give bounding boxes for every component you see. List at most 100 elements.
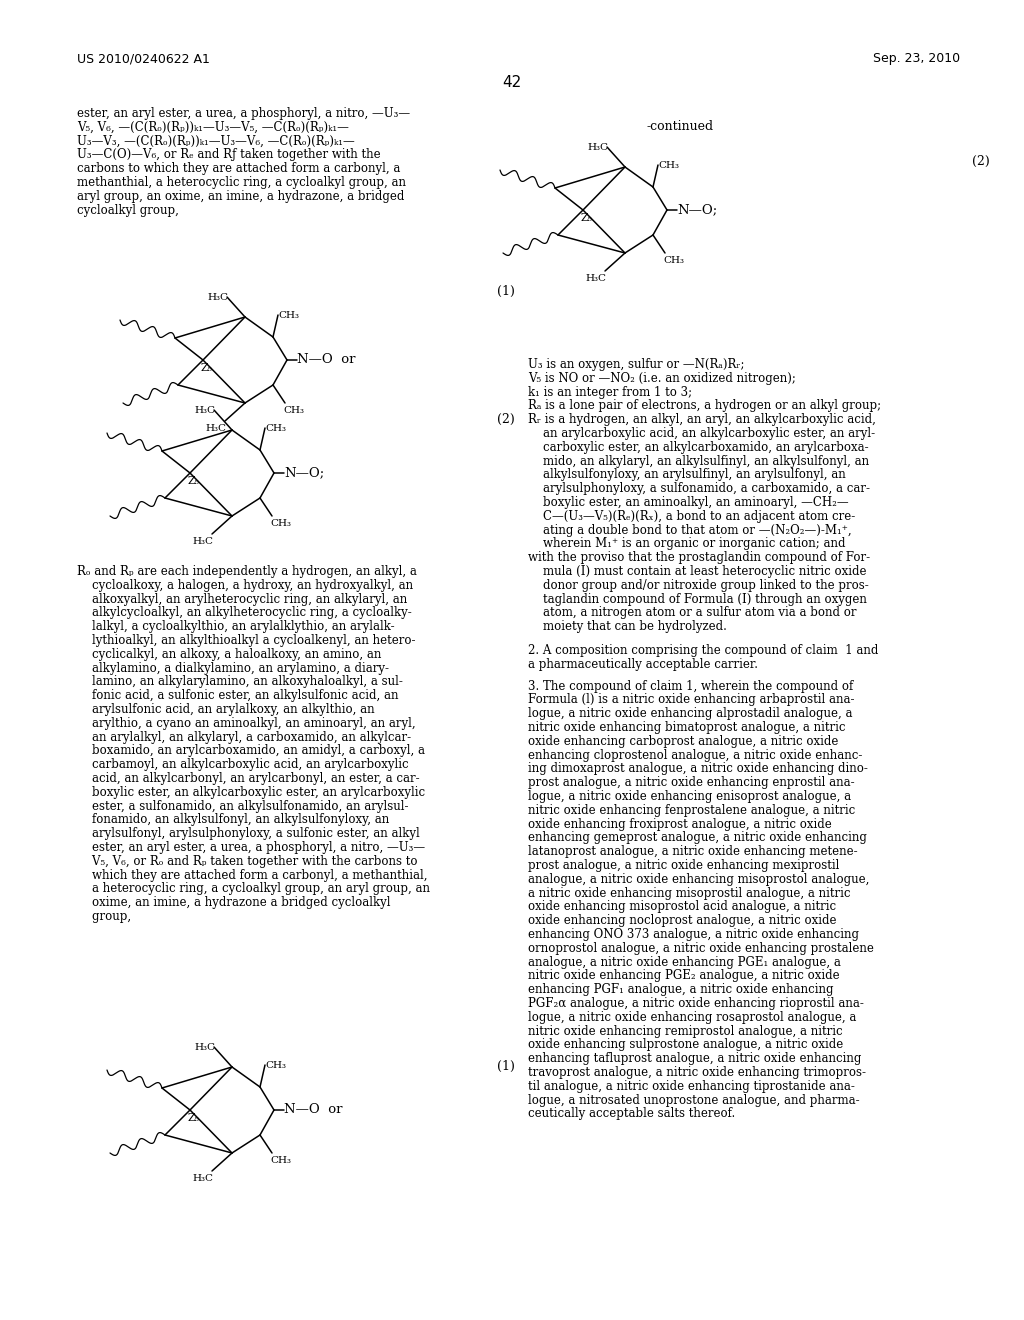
Text: CH₃: CH₃ [270, 1156, 291, 1166]
Text: a pharmaceutically acceptable carrier.: a pharmaceutically acceptable carrier. [528, 657, 758, 671]
Text: ester, an aryl ester, a urea, a phosphoryl, a nitro, —U₃—: ester, an aryl ester, a urea, a phosphor… [77, 841, 425, 854]
Text: mula (I) must contain at least heterocyclic nitric oxide: mula (I) must contain at least heterocyc… [528, 565, 866, 578]
Text: Z₅: Z₅ [201, 363, 213, 374]
Text: ester, an aryl ester, a urea, a phosphoryl, a nitro, —U₃—: ester, an aryl ester, a urea, a phosphor… [77, 107, 411, 120]
Text: -continued: -continued [646, 120, 714, 133]
Text: US 2010/0240622 A1: US 2010/0240622 A1 [77, 51, 210, 65]
Text: logue, a nitric oxide enhancing alprostadil analogue, a: logue, a nitric oxide enhancing alprosta… [528, 708, 853, 721]
Text: group,: group, [77, 909, 131, 923]
Text: mido, an alkylaryl, an alkylsulfinyl, an alkylsulfonyl, an: mido, an alkylaryl, an alkylsulfinyl, an… [528, 454, 869, 467]
Text: cycloalkyl group,: cycloalkyl group, [77, 203, 179, 216]
Text: (2): (2) [972, 154, 990, 168]
Text: oxide enhancing misoprostol acid analogue, a nitric: oxide enhancing misoprostol acid analogu… [528, 900, 837, 913]
Text: boxylic ester, an aminoalkyl, an aminoaryl, —CH₂—: boxylic ester, an aminoalkyl, an aminoar… [528, 496, 849, 510]
Text: fonamido, an alkylsulfonyl, an alkylsulfonyloxy, an: fonamido, an alkylsulfonyl, an alkylsulf… [77, 813, 389, 826]
Text: moiety that can be hydrolyzed.: moiety that can be hydrolyzed. [528, 620, 727, 634]
Text: lalkyl, a cycloalkylthio, an arylalklythio, an arylalk-: lalkyl, a cycloalkylthio, an arylalklyth… [77, 620, 394, 634]
Text: a heterocyclic ring, a cycloalkyl group, an aryl group, an: a heterocyclic ring, a cycloalkyl group,… [77, 882, 430, 895]
Text: k₁ is an integer from 1 to 3;: k₁ is an integer from 1 to 3; [528, 385, 692, 399]
Text: oxide enhancing froxiprost analogue, a nitric oxide: oxide enhancing froxiprost analogue, a n… [528, 817, 831, 830]
Text: N—O  or: N—O or [297, 352, 355, 366]
Text: an arylalkyl, an alkylaryl, a carboxamido, an alkylcar-: an arylalkyl, an alkylaryl, a carboxamid… [77, 730, 411, 743]
Text: ester, a sulfonamido, an alkylsulfonamido, an arylsul-: ester, a sulfonamido, an alkylsulfonamid… [77, 800, 409, 813]
Text: U₃—V₃, —(C(Rₒ)(Rₚ))ₖ₁—U₃—V₆, —C(Rₒ)(Rₚ)ₖ₁—: U₃—V₃, —(C(Rₒ)(Rₚ))ₖ₁—U₃—V₆, —C(Rₒ)(Rₚ)ₖ… [77, 135, 354, 148]
Text: (2): (2) [497, 413, 515, 426]
Text: with the proviso that the prostaglandin compound of For-: with the proviso that the prostaglandin … [528, 552, 870, 564]
Text: N—O  or: N—O or [284, 1104, 342, 1115]
Text: CH₃: CH₃ [270, 519, 291, 528]
Text: H₃C: H₃C [193, 1173, 213, 1183]
Text: analogue, a nitric oxide enhancing PGE₁ analogue, a: analogue, a nitric oxide enhancing PGE₁ … [528, 956, 841, 969]
Text: Rₐ is a lone pair of electrons, a hydrogen or an alkyl group;: Rₐ is a lone pair of electrons, a hydrog… [528, 400, 881, 412]
Text: 3. The compound of claim 1, wherein the compound of: 3. The compound of claim 1, wherein the … [528, 680, 853, 693]
Text: arylthio, a cyano an aminoalkyl, an aminoaryl, an aryl,: arylthio, a cyano an aminoalkyl, an amin… [77, 717, 416, 730]
Text: ing dimoxaprost analogue, a nitric oxide enhancing dino-: ing dimoxaprost analogue, a nitric oxide… [528, 763, 868, 775]
Text: 42: 42 [503, 75, 521, 90]
Text: Sep. 23, 2010: Sep. 23, 2010 [872, 51, 961, 65]
Text: nitric oxide enhancing fenprostalene analogue, a nitric: nitric oxide enhancing fenprostalene ana… [528, 804, 855, 817]
Text: enhancing gemeprost analogue, a nitric oxide enhancing: enhancing gemeprost analogue, a nitric o… [528, 832, 867, 845]
Text: an arylcarboxylic acid, an alkylcarboxylic ester, an aryl-: an arylcarboxylic acid, an alkylcarboxyl… [528, 426, 876, 440]
Text: PGF₂α analogue, a nitric oxide enhancing rioprostil ana-: PGF₂α analogue, a nitric oxide enhancing… [528, 997, 864, 1010]
Text: wherein M₁⁺ is an organic or inorganic cation; and: wherein M₁⁺ is an organic or inorganic c… [528, 537, 846, 550]
Text: H₃C: H₃C [194, 1043, 215, 1052]
Text: (1): (1) [497, 1060, 515, 1073]
Text: donor group and/or nitroxide group linked to the pros-: donor group and/or nitroxide group linke… [528, 578, 868, 591]
Text: fonic acid, a sulfonic ester, an alkylsulfonic acid, an: fonic acid, a sulfonic ester, an alkylsu… [77, 689, 398, 702]
Text: enhancing PGF₁ analogue, a nitric oxide enhancing: enhancing PGF₁ analogue, a nitric oxide … [528, 983, 834, 997]
Text: carbamoyl, an alkylcarboxylic acid, an arylcarboxylic: carbamoyl, an alkylcarboxylic acid, an a… [77, 758, 409, 771]
Text: U₃—C(O)—V₆, or Rₑ and Rƒ taken together with the: U₃—C(O)—V₆, or Rₑ and Rƒ taken together … [77, 148, 381, 161]
Text: logue, a nitric oxide enhancing enisoprost analogue, a: logue, a nitric oxide enhancing enisopro… [528, 789, 851, 803]
Text: oxide enhancing nocloprost analogue, a nitric oxide: oxide enhancing nocloprost analogue, a n… [528, 915, 837, 927]
Text: alkylcycloalkyl, an alkylheterocyclic ring, a cycloalky-: alkylcycloalkyl, an alkylheterocyclic ri… [77, 606, 412, 619]
Text: CH₃: CH₃ [283, 407, 304, 414]
Text: boxamido, an arylcarboxamido, an amidyl, a carboxyl, a: boxamido, an arylcarboxamido, an amidyl,… [77, 744, 425, 758]
Text: nitric oxide enhancing bimatoprost analogue, a nitric: nitric oxide enhancing bimatoprost analo… [528, 721, 846, 734]
Text: prost analogue, a nitric oxide enhancing mexiprostil: prost analogue, a nitric oxide enhancing… [528, 859, 840, 873]
Text: taglandin compound of Formula (I) through an oxygen: taglandin compound of Formula (I) throug… [528, 593, 867, 606]
Text: which they are attached form a carbonyl, a methanthial,: which they are attached form a carbonyl,… [77, 869, 427, 882]
Text: aryl group, an oxime, an imine, a hydrazone, a bridged: aryl group, an oxime, an imine, a hydraz… [77, 190, 404, 203]
Text: carboxylic ester, an alkylcarboxamido, an arylcarboxa-: carboxylic ester, an alkylcarboxamido, a… [528, 441, 868, 454]
Text: carbons to which they are attached form a carbonyl, a: carbons to which they are attached form … [77, 162, 400, 176]
Text: Rₒ and Rₚ are each independently a hydrogen, an alkyl, a: Rₒ and Rₚ are each independently a hydro… [77, 565, 417, 578]
Text: arylsulfonyl, arylsulphonyloxy, a sulfonic ester, an alkyl: arylsulfonyl, arylsulphonyloxy, a sulfon… [77, 828, 420, 841]
Text: latanoprost analogue, a nitric oxide enhancing metene-: latanoprost analogue, a nitric oxide enh… [528, 845, 858, 858]
Text: H₃C: H₃C [194, 407, 215, 414]
Text: travoprost analogue, a nitric oxide enhancing trimopros-: travoprost analogue, a nitric oxide enha… [528, 1067, 866, 1078]
Text: H₃C: H₃C [587, 143, 608, 152]
Text: analogue, a nitric oxide enhancing misoprostol analogue,: analogue, a nitric oxide enhancing misop… [528, 873, 869, 886]
Text: arylsulfonic acid, an arylalkoxy, an alkylthio, an: arylsulfonic acid, an arylalkoxy, an alk… [77, 704, 375, 715]
Text: alkylsulfonyloxy, an arylsulfinyl, an arylsulfonyl, an: alkylsulfonyloxy, an arylsulfinyl, an ar… [528, 469, 846, 482]
Text: Rᵣ is a hydrogen, an alkyl, an aryl, an alkylcarboxylic acid,: Rᵣ is a hydrogen, an alkyl, an aryl, an … [528, 413, 876, 426]
Text: Z₅: Z₅ [188, 477, 200, 486]
Text: lythioalkyl, an alkylthioalkyl a cycloalkenyl, an hetero-: lythioalkyl, an alkylthioalkyl a cycloal… [77, 634, 416, 647]
Text: V₅, V₆, or Rₒ and Rₚ taken together with the carbons to: V₅, V₆, or Rₒ and Rₚ taken together with… [77, 855, 418, 867]
Text: atom, a nitrogen atom or a sulfur atom via a bond or: atom, a nitrogen atom or a sulfur atom v… [528, 606, 856, 619]
Text: til analogue, a nitric oxide enhancing tiprostanide ana-: til analogue, a nitric oxide enhancing t… [528, 1080, 855, 1093]
Text: N—O;: N—O; [677, 203, 717, 216]
Text: ceutically acceptable salts thereof.: ceutically acceptable salts thereof. [528, 1107, 735, 1121]
Text: logue, a nitrosated unoprostone analogue, and pharma-: logue, a nitrosated unoprostone analogue… [528, 1093, 859, 1106]
Text: CH₃: CH₃ [663, 256, 684, 265]
Text: methanthial, a heterocyclic ring, a cycloalkyl group, an: methanthial, a heterocyclic ring, a cycl… [77, 176, 406, 189]
Text: lamino, an alkylarylamino, an alkoxyhaloalkyl, a sul-: lamino, an alkylarylamino, an alkoxyhalo… [77, 676, 402, 689]
Text: Z₅: Z₅ [188, 1113, 200, 1123]
Text: H₃C: H₃C [205, 424, 226, 433]
Text: H₃C: H₃C [585, 275, 606, 282]
Text: C—(U₃—V₅)(Rₑ)(Rₓ), a bond to an adjacent atom cre-: C—(U₃—V₅)(Rₑ)(Rₓ), a bond to an adjacent… [528, 510, 855, 523]
Text: nitric oxide enhancing PGE₂ analogue, a nitric oxide: nitric oxide enhancing PGE₂ analogue, a … [528, 969, 840, 982]
Text: CH₃: CH₃ [265, 424, 286, 433]
Text: logue, a nitric oxide enhancing rosaprostol analogue, a: logue, a nitric oxide enhancing rosapros… [528, 1011, 856, 1024]
Text: alkylamino, a dialkylamino, an arylamino, a diary-: alkylamino, a dialkylamino, an arylamino… [77, 661, 389, 675]
Text: V₅ is NO or —NO₂ (i.e. an oxidized nitrogen);: V₅ is NO or —NO₂ (i.e. an oxidized nitro… [528, 372, 796, 385]
Text: enhancing cloprostenol analogue, a nitric oxide enhanc-: enhancing cloprostenol analogue, a nitri… [528, 748, 862, 762]
Text: oxide enhancing sulprostone analogue, a nitric oxide: oxide enhancing sulprostone analogue, a … [528, 1039, 843, 1052]
Text: 2. A composition comprising the compound of claim  1 and: 2. A composition comprising the compound… [528, 644, 879, 657]
Text: prost analogue, a nitric oxide enhancing enprostil ana-: prost analogue, a nitric oxide enhancing… [528, 776, 855, 789]
Text: cycloalkoxy, a halogen, a hydroxy, an hydroxyalkyl, an: cycloalkoxy, a halogen, a hydroxy, an hy… [77, 578, 413, 591]
Text: alkoxyalkyl, an arylheterocyclic ring, an alkylaryl, an: alkoxyalkyl, an arylheterocyclic ring, a… [77, 593, 408, 606]
Text: N—O;: N—O; [284, 466, 325, 479]
Text: Formula (l) is a nitric oxide enhancing arbaprostil ana-: Formula (l) is a nitric oxide enhancing … [528, 693, 854, 706]
Text: oxide enhancing carboprost analogue, a nitric oxide: oxide enhancing carboprost analogue, a n… [528, 735, 839, 748]
